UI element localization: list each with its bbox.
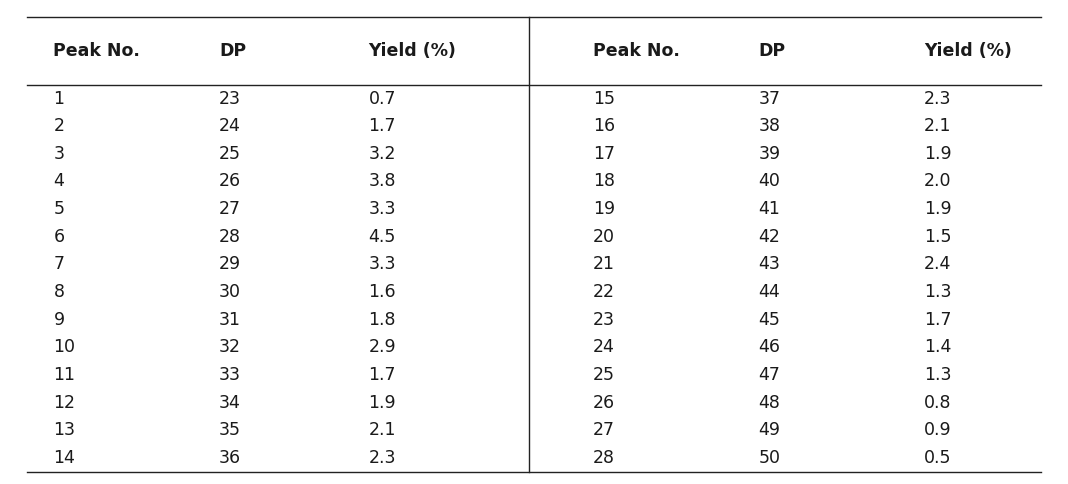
Text: 0.8: 0.8	[924, 394, 952, 412]
Text: 1.3: 1.3	[924, 283, 952, 301]
Text: 2.3: 2.3	[924, 90, 952, 107]
Text: 1.8: 1.8	[368, 311, 396, 329]
Text: Peak No.: Peak No.	[53, 42, 140, 60]
Text: 8: 8	[53, 283, 64, 301]
Text: 48: 48	[758, 394, 780, 412]
Text: 3.2: 3.2	[368, 145, 396, 163]
Text: 9: 9	[53, 311, 64, 329]
Text: 1: 1	[53, 90, 64, 107]
Text: 7: 7	[53, 256, 64, 273]
Text: 36: 36	[219, 449, 241, 467]
Text: 1.7: 1.7	[924, 311, 952, 329]
Text: 2.1: 2.1	[368, 422, 396, 439]
Text: 26: 26	[593, 394, 615, 412]
Text: 30: 30	[219, 283, 241, 301]
Text: Peak No.: Peak No.	[593, 42, 679, 60]
Text: DP: DP	[219, 42, 246, 60]
Text: 2.0: 2.0	[924, 172, 952, 191]
Text: 0.9: 0.9	[924, 422, 952, 439]
Text: 42: 42	[758, 228, 780, 246]
Text: 33: 33	[219, 366, 241, 384]
Text: 35: 35	[219, 422, 241, 439]
Text: DP: DP	[758, 42, 785, 60]
Text: 6: 6	[53, 228, 64, 246]
Text: 16: 16	[593, 117, 615, 135]
Text: 1.3: 1.3	[924, 366, 952, 384]
Text: 2.9: 2.9	[368, 338, 396, 356]
Text: 4: 4	[53, 172, 64, 191]
Text: 0.7: 0.7	[368, 90, 396, 107]
Text: 22: 22	[593, 283, 615, 301]
Text: 29: 29	[219, 256, 241, 273]
Text: 24: 24	[219, 117, 240, 135]
Text: 18: 18	[593, 172, 615, 191]
Text: 2: 2	[53, 117, 64, 135]
Text: 17: 17	[593, 145, 615, 163]
Text: 1.9: 1.9	[924, 200, 952, 218]
Text: 27: 27	[593, 422, 615, 439]
Text: 13: 13	[53, 422, 76, 439]
Text: 1.9: 1.9	[368, 394, 396, 412]
Text: 2.3: 2.3	[368, 449, 396, 467]
Text: 3.3: 3.3	[368, 200, 396, 218]
Text: 12: 12	[53, 394, 76, 412]
Text: 47: 47	[758, 366, 780, 384]
Text: 23: 23	[593, 311, 615, 329]
Text: 2.4: 2.4	[924, 256, 952, 273]
Text: 43: 43	[758, 256, 780, 273]
Text: 25: 25	[219, 145, 241, 163]
Text: 44: 44	[758, 283, 780, 301]
Text: 10: 10	[53, 338, 76, 356]
Text: 39: 39	[758, 145, 781, 163]
Text: 28: 28	[593, 449, 615, 467]
Text: 1.7: 1.7	[368, 117, 396, 135]
Text: 3.3: 3.3	[368, 256, 396, 273]
Text: 21: 21	[593, 256, 615, 273]
Text: 0.5: 0.5	[924, 449, 952, 467]
Text: 24: 24	[593, 338, 614, 356]
Text: 28: 28	[219, 228, 241, 246]
Text: Yield (%): Yield (%)	[924, 42, 1011, 60]
Text: 34: 34	[219, 394, 240, 412]
Text: 20: 20	[593, 228, 615, 246]
Text: 27: 27	[219, 200, 241, 218]
Text: 41: 41	[758, 200, 780, 218]
Text: 3.8: 3.8	[368, 172, 396, 191]
Text: 1.5: 1.5	[924, 228, 952, 246]
Text: 1.9: 1.9	[924, 145, 952, 163]
Text: 1.4: 1.4	[924, 338, 952, 356]
Text: 32: 32	[219, 338, 241, 356]
Text: 45: 45	[758, 311, 780, 329]
Text: 38: 38	[758, 117, 781, 135]
Text: 26: 26	[219, 172, 241, 191]
Text: 14: 14	[53, 449, 75, 467]
Text: 2.1: 2.1	[924, 117, 952, 135]
Text: 5: 5	[53, 200, 64, 218]
Text: 23: 23	[219, 90, 241, 107]
Text: 11: 11	[53, 366, 76, 384]
Text: 37: 37	[758, 90, 781, 107]
Text: 1.6: 1.6	[368, 283, 396, 301]
Text: 3: 3	[53, 145, 64, 163]
Text: 15: 15	[593, 90, 615, 107]
Text: 40: 40	[758, 172, 780, 191]
Text: Yield (%): Yield (%)	[368, 42, 456, 60]
Text: 50: 50	[758, 449, 781, 467]
Text: 46: 46	[758, 338, 781, 356]
Text: 4.5: 4.5	[368, 228, 396, 246]
Text: 19: 19	[593, 200, 615, 218]
Text: 31: 31	[219, 311, 241, 329]
Text: 49: 49	[758, 422, 781, 439]
Text: 1.7: 1.7	[368, 366, 396, 384]
Text: 25: 25	[593, 366, 615, 384]
